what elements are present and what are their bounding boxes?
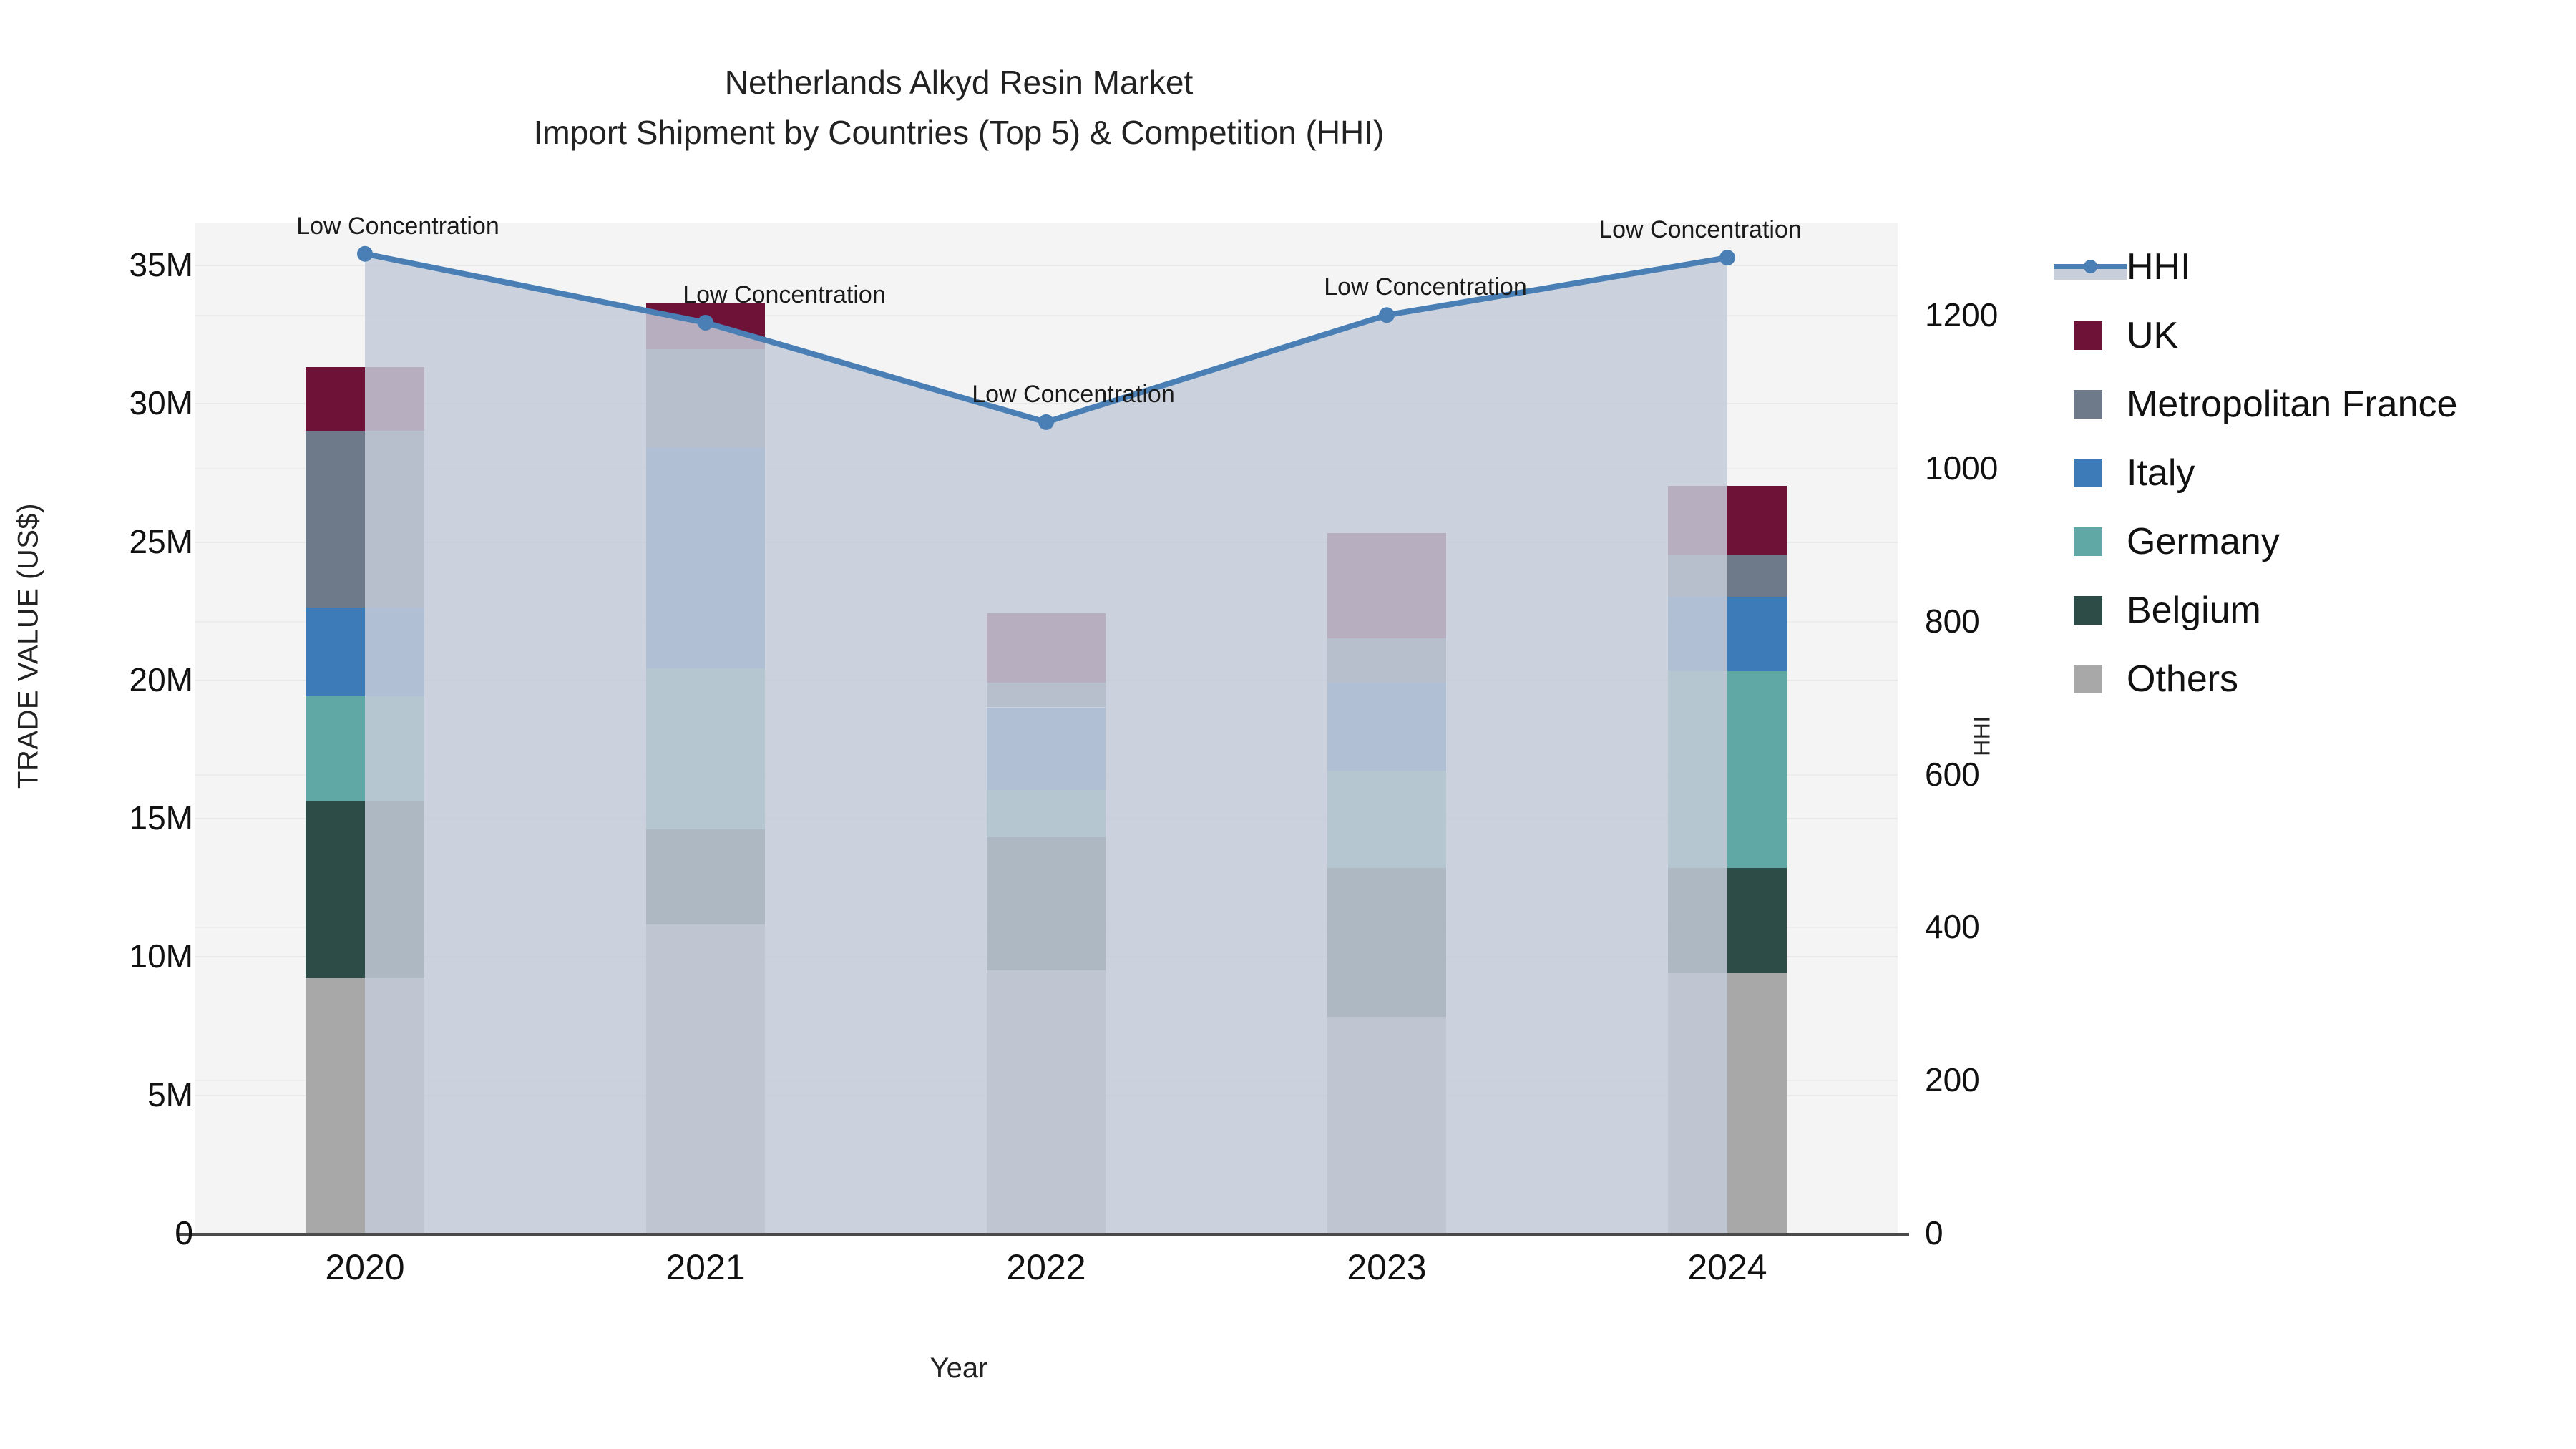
annotation-low-concentration-2021: Low Concentration [683,280,886,308]
bar-segment-germany[interactable] [1327,771,1446,868]
x-axis-line [177,1233,1909,1236]
chart-title-line-1: Netherlands Alkyd Resin Market [724,64,1194,101]
legend-swatch-icon [2074,321,2102,350]
y-axis-left-tick-label: 5M [147,1075,193,1113]
legend: HHI UK Metropolitan France Italy Germany Belg… [2054,233,2555,713]
bar-segment-italy[interactable] [1327,682,1446,771]
legend-item-uk[interactable]: UK [2054,301,2555,370]
bar-segment-uk[interactable] [1668,486,1787,555]
bar-segment-italy[interactable] [306,608,424,697]
bar-segment-others[interactable] [306,978,424,1233]
bar-segment-germany[interactable] [306,696,424,801]
bar-segment-others[interactable] [646,924,765,1233]
x-axis-tick-label: 2021 [665,1247,746,1287]
legend-line-marker-icon [2054,253,2127,281]
annotation-low-concentration-2023: Low Concentration [1324,273,1527,301]
chart-title-line-2: Import Shipment by Countries (Top 5) & C… [533,114,1385,152]
legend-item-label: Belgium [2127,590,2261,631]
y-axis-right-tick-label: 600 [1925,755,1980,793]
bar-segment-germany[interactable] [1668,671,1787,868]
bar-segment-germany[interactable] [987,790,1106,838]
annotation-low-concentration-2020: Low Concentration [296,212,499,240]
bar-segment-belgium[interactable] [987,837,1106,970]
y-axis-right-tick-label: 200 [1925,1061,1980,1099]
legend-item-label: Italy [2127,452,2195,494]
legend-item-label: Others [2127,658,2239,700]
bar-group-2022[interactable] [987,223,1106,1233]
bar-segment-metropolitan-france[interactable] [306,430,424,608]
chart-title: Netherlands Alkyd Resin Market Import Sh… [0,63,1918,152]
bar-segment-belgium[interactable] [306,801,424,979]
legend-area-band [2054,267,2127,280]
legend-swatch-icon [2074,665,2102,693]
bar-segment-metropolitan-france[interactable] [1327,638,1446,683]
y-axis-left-tick-label: 10M [129,937,193,975]
annotation-low-concentration-2024: Low Concentration [1599,216,1802,244]
bar-segment-uk[interactable] [646,303,765,349]
legend-swatch-icon [2074,390,2102,419]
bar-segment-belgium[interactable] [1327,867,1446,1018]
y-axis-left-tick-label: 35M [129,245,193,283]
bar-segment-uk[interactable] [1327,532,1446,638]
bar-segment-others[interactable] [987,970,1106,1233]
y-axis-right-tick-label: 1200 [1925,296,1999,334]
bar-group-2021[interactable] [646,223,765,1233]
legend-item-hhi[interactable]: HHI [2054,233,2555,301]
y-axis-left-tick-label: 30M [129,384,193,422]
legend-item-label: Germany [2127,521,2280,562]
bar-segment-others[interactable] [1327,1017,1446,1233]
x-axis-tick-label: 2024 [1687,1247,1767,1287]
bar-segment-belgium[interactable] [1668,867,1787,973]
bar-segment-belgium[interactable] [646,829,765,924]
x-axis-tick-label: 2020 [325,1247,405,1287]
bar-segment-metropolitan-france[interactable] [987,682,1106,708]
legend-line-dot [2084,260,2097,273]
bar-group-2023[interactable] [1327,223,1446,1233]
bar-segment-italy[interactable] [646,447,765,669]
legend-item-germany[interactable]: Germany [2054,507,2555,576]
legend-item-label: Metropolitan France [2127,384,2458,425]
bar-segment-italy[interactable] [1668,596,1787,672]
y-axis-right-tick-label: 400 [1925,908,1980,946]
y-axis-right-tick-label: 1000 [1925,449,1999,487]
bar-segment-italy[interactable] [987,707,1106,791]
y-axis-left-tick-label: 25M [129,522,193,560]
bar-segment-uk[interactable] [306,367,424,431]
x-axis-tick-label: 2022 [1006,1247,1086,1287]
y-axis-right-tick-label: 800 [1925,602,1980,640]
x-axis-label: Year [930,1352,988,1384]
y-axis-left-tick-label: 0 [175,1214,193,1252]
y-axis-right-tick-label: 0 [1925,1214,1943,1252]
y-axis-left-tick-label: 20M [129,660,193,698]
legend-swatch-icon [2074,596,2102,625]
y-axis-left-tick-label: 15M [129,799,193,837]
legend-item-italy[interactable]: Italy [2054,439,2555,507]
bar-segment-uk[interactable] [987,613,1106,683]
y-axis-left-label: TRADE VALUE (US$) [12,503,44,789]
legend-item-metropolitan-france[interactable]: Metropolitan France [2054,370,2555,439]
bar-group-2020[interactable] [306,223,424,1233]
legend-item-label: UK [2127,315,2179,356]
legend-swatch-icon [2074,527,2102,556]
legend-item-belgium[interactable]: Belgium [2054,576,2555,645]
legend-item-others[interactable]: Others [2054,645,2555,713]
legend-swatch-icon [2074,459,2102,487]
bar-segment-others[interactable] [1668,972,1787,1233]
legend-item-label: HHI [2127,246,2191,288]
bar-segment-germany[interactable] [646,668,765,829]
bar-segment-metropolitan-france[interactable] [646,348,765,448]
bar-segment-metropolitan-france[interactable] [1668,555,1787,597]
annotation-low-concentration-2022: Low Concentration [972,380,1175,408]
y-axis-right-label: HHI [1968,716,1995,756]
x-axis-tick-label: 2023 [1347,1247,1427,1287]
bar-group-2024[interactable] [1668,223,1787,1233]
